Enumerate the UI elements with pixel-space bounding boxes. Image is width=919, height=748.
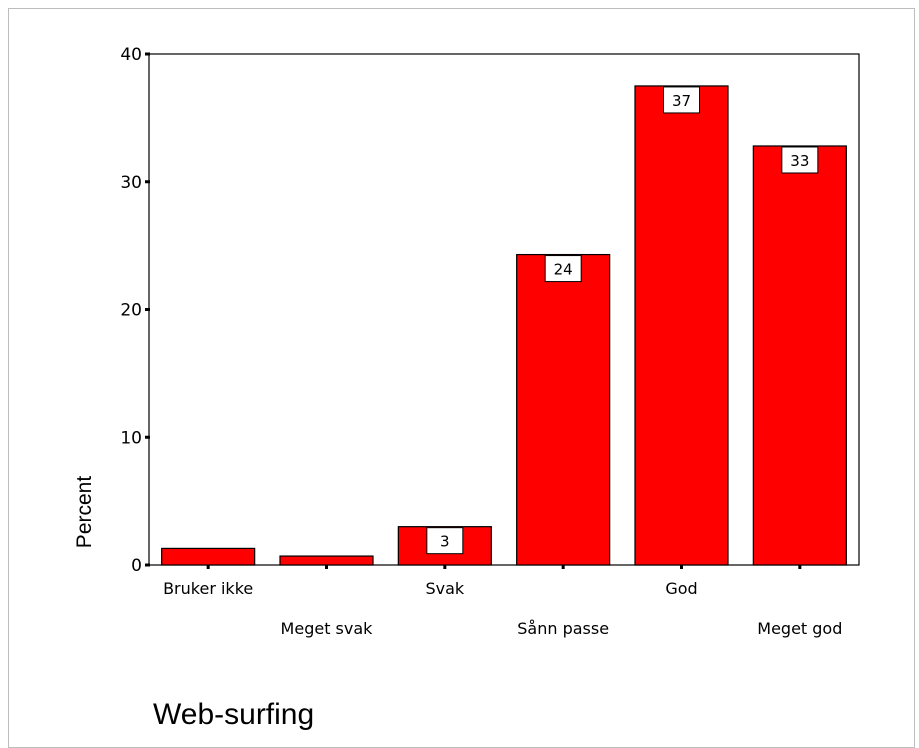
y-tick-label: 30 [120,173,142,193]
data-label-box [544,255,582,283]
x-tick-label: Bruker ikke [163,579,253,598]
bars: 3 24 37 33 [161,85,847,566]
x-axis-label: Web-surfing [153,698,314,731]
plot-area [148,53,860,566]
y-tick-label: 10 [120,428,142,448]
data-label: 3 [440,533,450,551]
bar [516,253,611,566]
data-label-box [663,86,700,114]
y-tick-label: 0 [131,556,142,576]
y-axis-label: Percent [73,476,96,549]
x-tick-label: Sånn passe [517,619,609,638]
x-tick-label: Meget svak [281,619,374,638]
y-tick-label: 40 [120,45,142,65]
y-axis-ticks: 0 10 20 30 40 [120,45,150,576]
bar [279,555,374,566]
bar [634,85,729,566]
y-tick-label: 20 [120,301,142,321]
plot-frame [148,53,860,566]
bar [161,547,256,566]
x-axis-ticks: Bruker ikke Meget svak Svak Sånn passe God Me… [163,565,842,638]
data-label-box [781,146,819,174]
data-label: 37 [672,92,691,110]
data-label: 24 [554,261,573,279]
data-label-box [426,527,464,555]
data-label: 33 [790,152,809,170]
x-tick-label: God [665,579,697,598]
bar [752,145,847,566]
x-tick-label: Svak [425,579,464,598]
x-tick-label: Meget god [757,619,842,638]
